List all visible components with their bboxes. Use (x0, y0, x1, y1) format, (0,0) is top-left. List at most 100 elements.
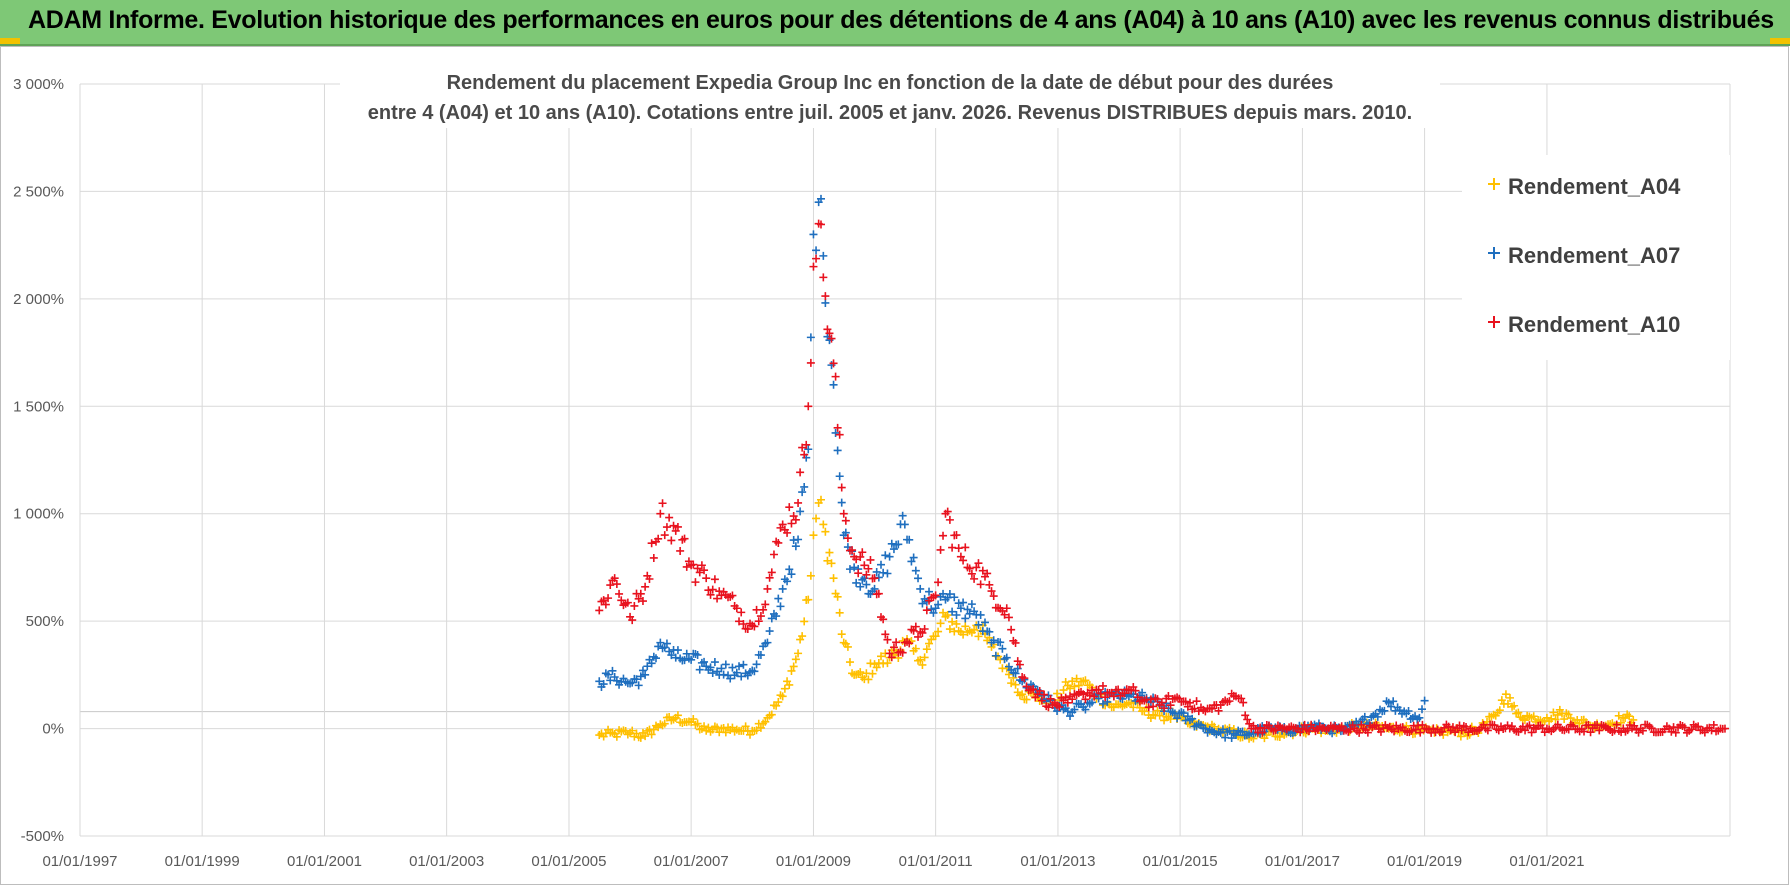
data-point-interp (845, 658, 854, 667)
data-point-interp (676, 546, 685, 555)
data-point-interp (634, 681, 643, 690)
data-point-interp (965, 609, 974, 618)
data-point-interp (854, 569, 863, 578)
data-point-interp (1529, 712, 1538, 721)
data-point-interp (959, 556, 968, 565)
data-point-interp (1418, 705, 1427, 714)
data-point-interp (970, 574, 979, 583)
data-point-interp (970, 625, 979, 634)
data-point (804, 402, 813, 411)
data-point-interp (606, 581, 615, 590)
series-rendement-a04 (595, 495, 1638, 743)
data-point-interp (728, 663, 737, 672)
data-point (809, 230, 818, 239)
data-point-interp (730, 727, 739, 736)
data-point (819, 251, 828, 260)
data-point-interp (959, 598, 968, 607)
data-point-interp (1072, 674, 1081, 683)
data-point-interp (1718, 724, 1727, 733)
data-point-interp (612, 580, 621, 589)
data-point-interp (978, 566, 987, 575)
x-tick-label: 01/01/2003 (409, 853, 484, 870)
data-point-interp (1120, 689, 1129, 698)
data-point-interp (905, 639, 914, 648)
data-point-interp (965, 564, 974, 573)
data-point-interp (1407, 726, 1416, 735)
x-tick-label: 01/01/2001 (287, 853, 362, 870)
data-point-interp (1031, 693, 1040, 702)
data-point-interp (787, 666, 796, 675)
data-point-interp (1011, 669, 1020, 678)
data-point-interp (1380, 706, 1389, 715)
data-point-interp (628, 616, 637, 625)
data-point-interp (783, 528, 792, 537)
data-point-interp (943, 611, 952, 620)
data-point-interp (680, 656, 689, 665)
data-point-interp (983, 569, 992, 578)
data-point (819, 273, 828, 282)
data-point-interp (759, 605, 768, 614)
y-tick-label: 2 500% (13, 183, 64, 200)
chart-frame (0, 46, 1789, 885)
data-point-interp (1225, 726, 1234, 735)
data-point-interp (1625, 712, 1634, 721)
chart-legend: Rendement_A04 Rendement_A07 Rendement_A1… (1462, 155, 1730, 360)
data-point-interp (615, 589, 624, 598)
data-point-interp (1157, 698, 1166, 707)
data-point-interp (721, 728, 730, 737)
data-point-interp (1687, 725, 1696, 734)
data-point-interp (1551, 715, 1560, 724)
data-point-interp (825, 548, 834, 557)
data-point-interp (774, 538, 783, 547)
data-point-interp (1214, 706, 1223, 715)
data-point-interp (841, 516, 850, 525)
data-point-interp (821, 298, 830, 307)
data-point-interp (752, 726, 761, 735)
data-point (794, 498, 803, 507)
data-point-interp (934, 627, 943, 636)
data-point (804, 445, 813, 454)
data-point-interp (1555, 705, 1564, 714)
data-point-interp (864, 675, 873, 684)
data-point-interp (1061, 678, 1070, 687)
data-point-interp (1004, 613, 1013, 622)
data-point-interp (1357, 720, 1366, 729)
data-point-interp (617, 596, 626, 605)
data-point-interp (852, 555, 861, 564)
data-point-interp (785, 565, 794, 574)
data-point-interp (654, 534, 663, 543)
data-point-interp (831, 372, 840, 381)
data-point-interp (1212, 700, 1221, 709)
data-point-interp (1020, 674, 1029, 683)
series-rendement-a07 (595, 194, 1429, 743)
data-point-interp (945, 625, 954, 634)
data-point-interp (1243, 715, 1252, 724)
data-point-interp (985, 580, 994, 589)
data-point-interp (1218, 725, 1227, 734)
data-point-interp (1070, 682, 1079, 691)
data-point-interp (1560, 715, 1569, 724)
data-point-interp (1092, 685, 1101, 694)
data-point-interp (991, 651, 1000, 660)
data-point-interp (673, 711, 682, 720)
data-point-interp (827, 559, 836, 568)
data-point-interp (1088, 698, 1097, 707)
data-point-interp (1601, 723, 1610, 732)
data-point-interp (864, 564, 873, 573)
data-point-interp (756, 723, 765, 732)
data-point-interp (660, 719, 669, 728)
data-point-interp (1081, 705, 1090, 714)
legend-label-a04: Rendement_A04 (1508, 174, 1681, 199)
legend-marker-a04-icon (1488, 178, 1500, 190)
data-point (809, 531, 818, 540)
x-tick-label: 01/01/1997 (42, 853, 117, 870)
data-point-interp (1271, 726, 1280, 735)
data-point-interp (623, 730, 632, 739)
data-point-interp (1373, 712, 1382, 721)
data-point-interp (601, 600, 610, 609)
data-point-interp (874, 589, 883, 598)
data-point-interp (1489, 710, 1498, 719)
data-point-interp (945, 515, 954, 524)
data-point (641, 670, 650, 679)
data-point-interp (887, 653, 896, 662)
